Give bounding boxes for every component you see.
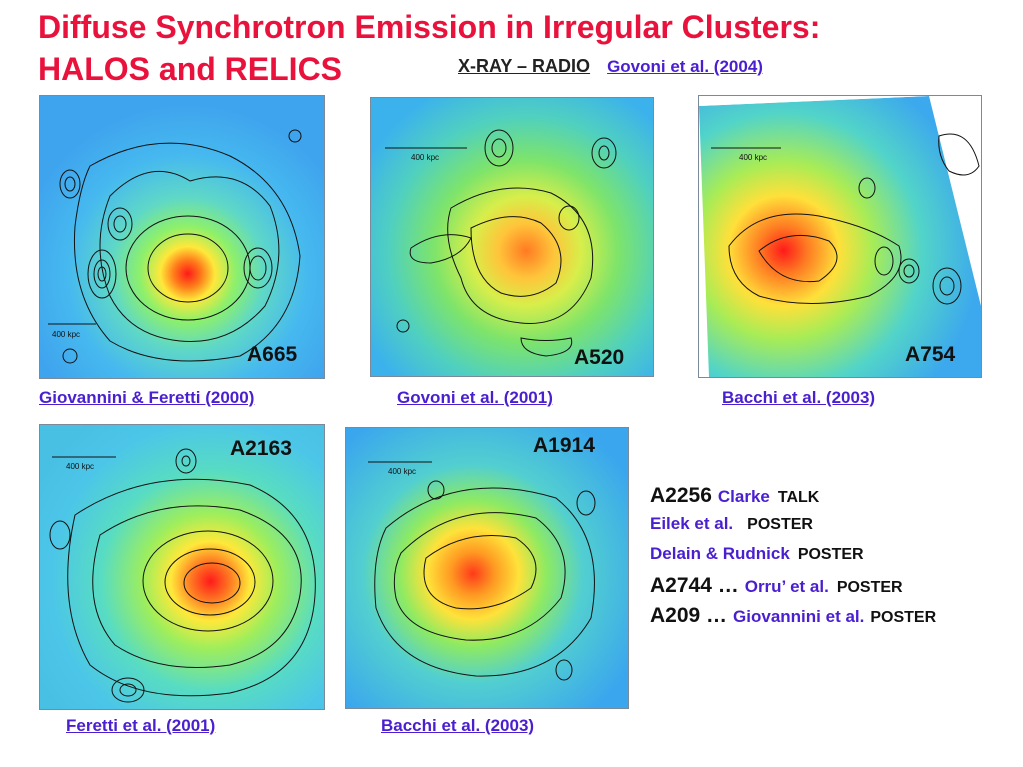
caption-a520: Govoni et al. (2001) xyxy=(397,388,553,407)
panel-a2163-image: 400 kpc A2163 xyxy=(39,424,325,710)
title-line-2: HALOS and RELICS xyxy=(38,51,343,87)
reference-cluster: A209 … xyxy=(650,604,728,627)
subheading: X-RAY – RADIO Govoni et al. (2004) xyxy=(458,56,763,77)
panel-label-a1914: A1914 xyxy=(533,434,595,457)
scale-label-a1914: 400 kpc xyxy=(388,467,417,476)
reference-type: POSTER xyxy=(747,516,813,533)
caption-a1914: Bacchi et al. (2003) xyxy=(381,716,535,735)
reference-cluster: A2256 xyxy=(650,484,712,507)
panel-label-a754: A754 xyxy=(905,343,956,366)
scale-label-a665: 400 kpc xyxy=(52,330,81,339)
reference-type: POSTER xyxy=(870,609,937,626)
reference-type: TALK xyxy=(777,489,820,506)
panel-a665-image: 400 kpc A665 xyxy=(39,95,325,379)
reference-type: POSTER xyxy=(797,546,864,563)
caption-a665: Giovannini & Feretti (2000) xyxy=(39,388,255,407)
subheading-reference: Govoni et al. (2004) xyxy=(607,57,763,76)
reference-author: Eilek et al. xyxy=(650,514,734,533)
reference-author: Clarke xyxy=(717,487,770,506)
reference-row: Eilek et al. POSTER xyxy=(650,514,936,544)
reference-cluster: A2744 … xyxy=(650,574,739,597)
caption-a754: Bacchi et al. (2003) xyxy=(722,388,876,407)
scale-label-a2163: 400 kpc xyxy=(66,462,95,471)
panel-a520-image: 400 kpc A520 xyxy=(370,97,654,377)
panel-label-a2163: A2163 xyxy=(230,437,292,460)
xray-radio-label: X-RAY – RADIO xyxy=(458,56,591,76)
panel-a754-image: 400 kpc A754 xyxy=(698,95,982,378)
scale-label-a754: 400 kpc xyxy=(739,153,768,162)
panel-a1914-image: 400 kpc A1914 xyxy=(345,427,629,709)
scale-label-a520: 400 kpc xyxy=(411,153,440,162)
reference-row: A209 … Giovannini et al. POSTER xyxy=(650,604,936,634)
panel-label-a520: A520 xyxy=(574,346,625,369)
reference-author: Orru’ et al. xyxy=(744,577,829,596)
slide-title: Diffuse Synchrotron Emission in Irregula… xyxy=(38,6,820,90)
caption-a2163: Feretti et al. (2001) xyxy=(66,716,216,735)
title-line-1: Diffuse Synchrotron Emission in Irregula… xyxy=(38,9,821,45)
reference-row: A2744 … Orru’ et al. POSTER xyxy=(650,574,936,604)
reference-type: POSTER xyxy=(836,579,903,596)
reference-author: Delain & Rudnick xyxy=(650,544,790,563)
reference-row: Delain & Rudnick POSTER xyxy=(650,544,936,574)
reference-list: A2256 Clarke TALK Eilek et al. POSTER De… xyxy=(650,484,936,634)
reference-author: Giovannini et al. xyxy=(733,607,865,626)
reference-row: A2256 Clarke TALK xyxy=(650,484,936,514)
panel-label-a665: A665 xyxy=(247,343,298,366)
